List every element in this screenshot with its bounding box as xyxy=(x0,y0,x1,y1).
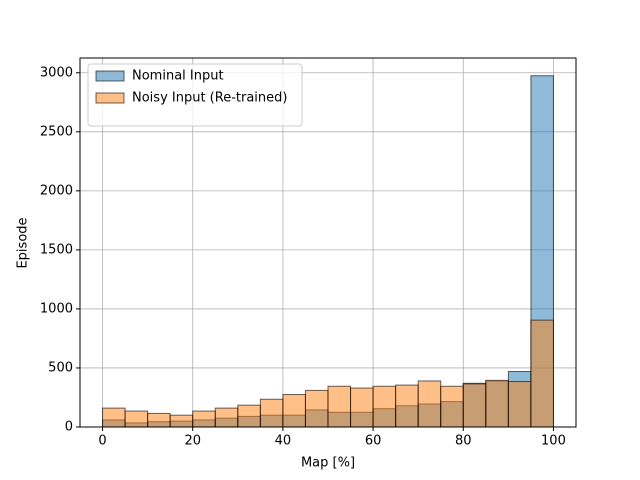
legend-swatch xyxy=(95,70,125,82)
histogram-bar xyxy=(350,387,374,428)
histogram-bar xyxy=(237,404,261,428)
legend-box xyxy=(87,63,303,127)
histogram-bar xyxy=(124,410,149,428)
histogram-bar xyxy=(259,398,284,428)
histogram-bar xyxy=(462,383,487,428)
y-tick-label: 0 xyxy=(65,420,73,435)
histogram-bar xyxy=(440,385,464,428)
x-tick-label: 20 xyxy=(184,434,201,449)
histogram-bar xyxy=(147,412,171,428)
x-tick-label: 80 xyxy=(455,434,472,449)
x-axis-label: Map [%] xyxy=(301,456,355,471)
histogram-bar xyxy=(507,381,532,428)
histogram-bar xyxy=(395,384,419,428)
x-tick-label: 40 xyxy=(275,434,292,449)
histogram-bar xyxy=(192,410,216,428)
histogram-bar xyxy=(169,414,194,428)
histogram-bar xyxy=(304,389,329,428)
legend-label: Noisy Input (Re-trained) xyxy=(132,91,287,106)
y-tick-label: 1500 xyxy=(40,242,73,257)
histogram-bar xyxy=(102,407,126,428)
x-tick-label: 0 xyxy=(98,434,106,449)
y-tick-label: 1000 xyxy=(40,301,73,316)
histogram-bar xyxy=(530,319,554,428)
x-tick-label: 100 xyxy=(541,434,566,449)
y-tick-label: 2000 xyxy=(40,183,73,198)
histogram-bar xyxy=(327,385,352,428)
x-tick-label: 60 xyxy=(365,434,382,449)
histogram-bar xyxy=(417,380,442,428)
histogram-bar xyxy=(372,385,397,428)
y-tick-label: 2500 xyxy=(40,124,73,139)
y-tick-label: 3000 xyxy=(40,65,73,80)
histogram-bar xyxy=(485,379,509,428)
histogram-bar xyxy=(214,407,239,428)
histogram-bar xyxy=(282,394,306,428)
y-axis-label: Episode xyxy=(16,217,31,268)
axes-frame xyxy=(79,57,577,428)
legend-label: Nominal Input xyxy=(132,69,224,84)
y-tick-label: 500 xyxy=(48,360,73,375)
legend-swatch xyxy=(95,92,125,104)
